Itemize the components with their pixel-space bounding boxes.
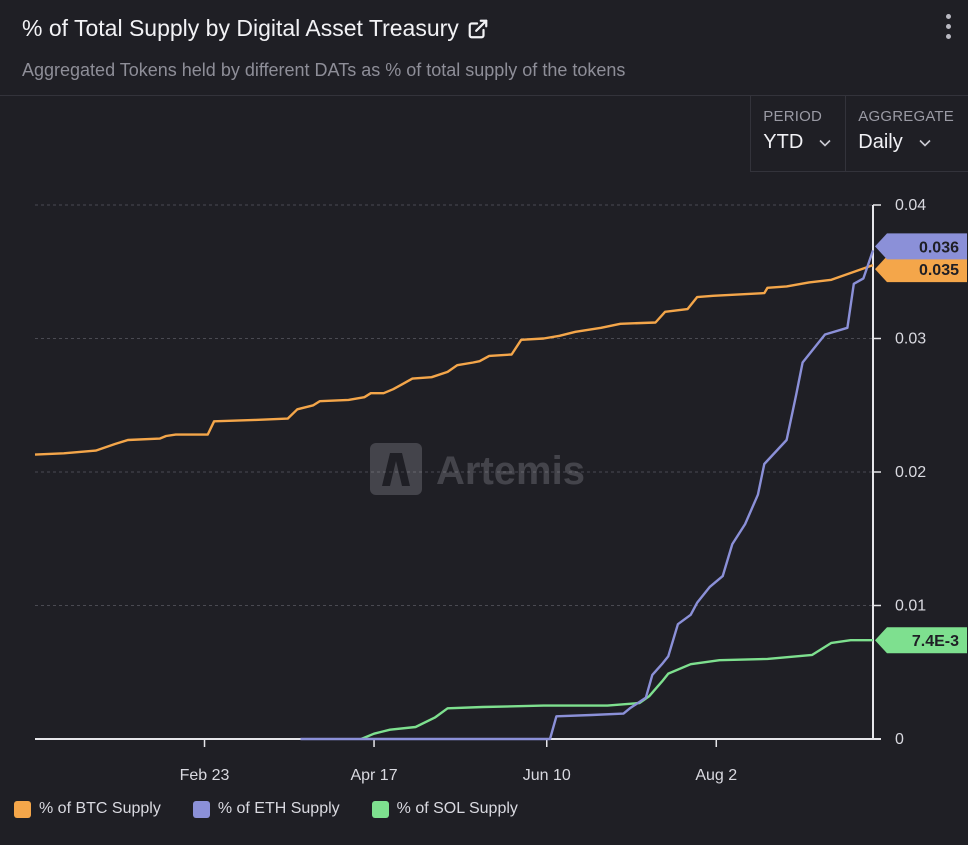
- artemis-logo-icon: [370, 443, 422, 495]
- grid-lines: [35, 204, 873, 606]
- artemis-watermark: Artemis: [370, 443, 585, 495]
- end-label-flag: [875, 627, 967, 654]
- external-link-icon[interactable]: [467, 18, 489, 40]
- aggregate-label: AGGREGATE: [858, 108, 954, 125]
- series-line-btc[interactable]: [34, 263, 874, 456]
- end-label-text: 0.035: [919, 262, 959, 279]
- y-tick-label: 0: [895, 731, 904, 748]
- end-label-eth: 0.036: [875, 233, 967, 260]
- x-tick-label: Apr 17: [350, 767, 397, 784]
- legend-swatch-eth: [192, 800, 210, 818]
- end-label-flag: [875, 256, 967, 283]
- legend-swatch-sol: [371, 800, 389, 818]
- y-axis-ticks: 0 0.01 0.02 0.03 0.04: [873, 197, 926, 748]
- chevron-down-icon: [819, 139, 831, 147]
- chart-header: % of Total Supply by Digital Asset Treas…: [0, 0, 968, 96]
- series-line-sol[interactable]: [360, 639, 873, 741]
- aggregate-select[interactable]: AGGREGATE Daily: [846, 96, 968, 171]
- legend-item-eth[interactable]: % of ETH Supply: [192, 800, 340, 818]
- more-options-icon[interactable]: [942, 14, 954, 46]
- legend-item-btc[interactable]: % of BTC Supply: [14, 800, 161, 818]
- x-tick-label: Feb 23: [180, 767, 230, 784]
- legend-item-sol[interactable]: % of SOL Supply: [371, 800, 518, 818]
- x-tick-label: Jun 10: [523, 767, 571, 784]
- chart-legend: % of BTC Supply % of ETH Supply % of SOL…: [14, 800, 518, 818]
- period-label: PERIOD: [763, 108, 822, 125]
- y-tick-label: 0.02: [895, 464, 926, 481]
- y-tick-label: 0.01: [895, 598, 926, 615]
- end-label-btc: 0.035: [875, 256, 967, 283]
- chevron-down-icon: [919, 139, 931, 147]
- end-label-sol: 7.4E-3: [875, 627, 967, 654]
- y-tick-label: 0.04: [895, 197, 926, 214]
- series-end-labels: 0.035 0.036 7.4E-3: [875, 233, 967, 654]
- legend-swatch-btc: [14, 800, 31, 818]
- watermark-text: Artemis: [436, 449, 585, 493]
- legend-label-eth: % of ETH Supply: [217, 800, 340, 817]
- y-tick-label: 0.03: [895, 331, 926, 348]
- chart-controls: PERIOD YTD AGGREGATE Daily: [750, 96, 968, 172]
- legend-label-sol: % of SOL Supply: [396, 800, 518, 817]
- end-label-flag: [875, 233, 967, 260]
- chart-title: % of Total Supply by Digital Asset Treas…: [22, 15, 489, 42]
- end-label-text: 0.036: [919, 239, 959, 256]
- x-axis-ticks: Feb 23 Apr 17 Jun 10 Aug 2: [180, 739, 737, 784]
- period-select[interactable]: PERIOD YTD: [751, 96, 847, 171]
- series-lines: [34, 250, 875, 741]
- series-line-eth[interactable]: [300, 250, 875, 741]
- aggregate-value: Daily: [858, 131, 903, 153]
- line-chart: Artemis Feb 23 Apr 17 Jun 10 Aug 2 00.010.0…: [34, 197, 967, 784]
- chart-title-text: % of Total Supply by Digital Asset Treas…: [22, 15, 459, 41]
- chart-subtitle: Aggregated Tokens held by different DATs…: [22, 60, 626, 80]
- legend-label-btc: % of BTC Supply: [39, 800, 161, 817]
- x-tick-label: Aug 2: [695, 767, 737, 784]
- period-value: YTD: [763, 131, 804, 153]
- end-label-text: 7.4E-3: [912, 633, 959, 650]
